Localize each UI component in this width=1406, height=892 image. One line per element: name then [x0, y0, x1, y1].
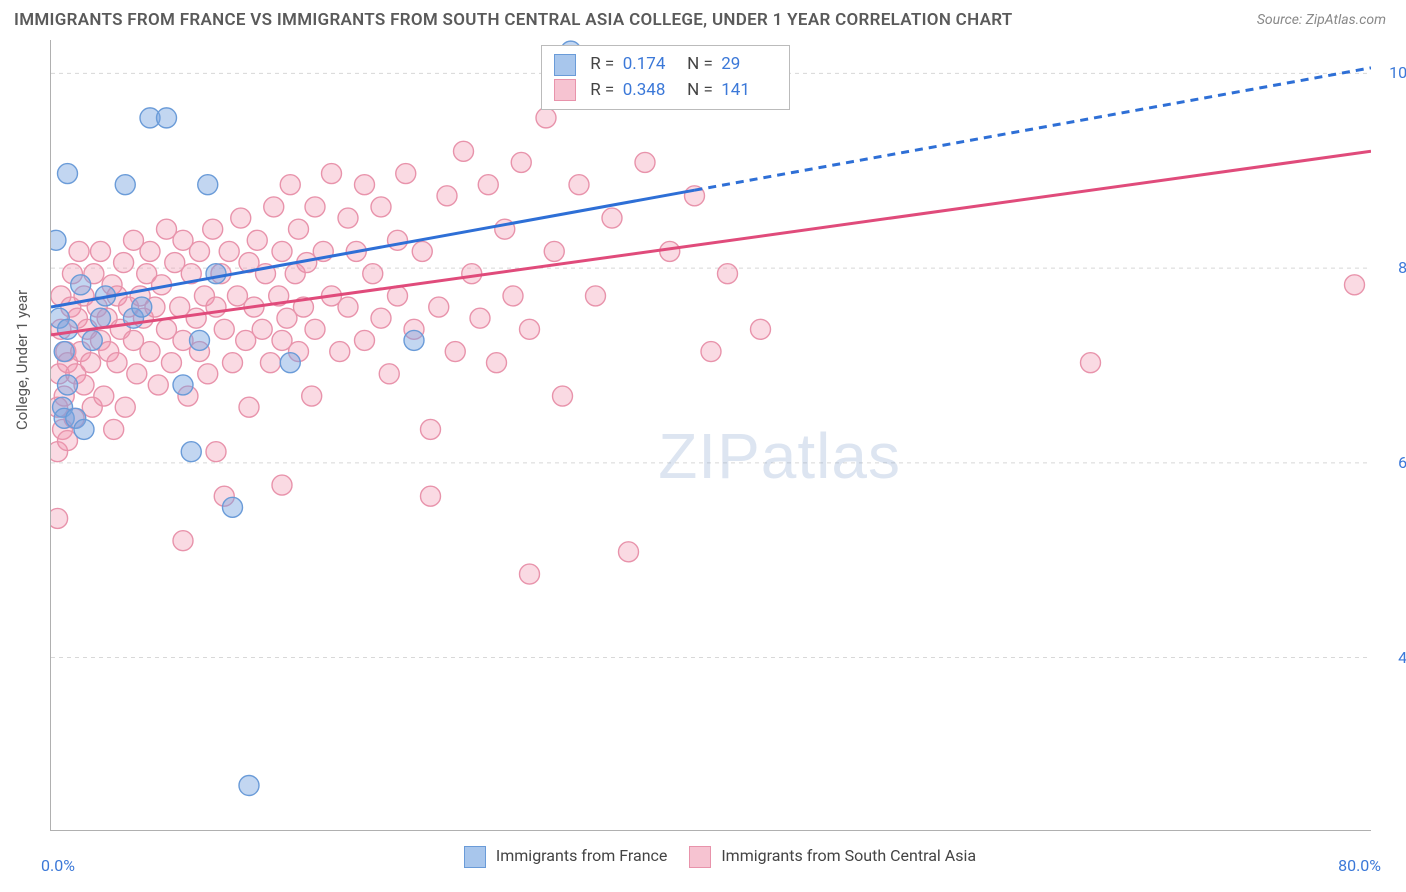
source-label: Source: ZipAtlas.com [1257, 12, 1386, 28]
legend-label-asia: Immigrants from South Central Asia [721, 846, 976, 865]
y-tick-label: 65.0% [1398, 453, 1406, 472]
plot-area: ZIPatlas R = 0.174 N = 29 R = 0.348 N = … [50, 40, 1371, 831]
n-france: 29 [721, 52, 777, 78]
y-axis-label: College, Under 1 year [13, 290, 31, 430]
stat-legend-box: R = 0.174 N = 29 R = 0.348 N = 141 [541, 45, 790, 110]
n-asia: 141 [721, 78, 777, 104]
legend-swatch-france-icon [464, 846, 486, 868]
y-tick-label: 82.5% [1398, 258, 1406, 277]
bottom-legend: Immigrants from France Immigrants from S… [51, 846, 1371, 868]
legend-label-france: Immigrants from France [496, 846, 668, 865]
x-tick-label: 0.0% [41, 856, 75, 875]
y-tick-label: 47.5% [1398, 648, 1406, 667]
chart-svg [51, 40, 1371, 830]
stat-row-france: R = 0.174 N = 29 [554, 52, 777, 78]
r-france: 0.174 [623, 52, 679, 78]
chart-container: IMMIGRANTS FROM FRANCE VS IMMIGRANTS FRO… [0, 0, 1406, 892]
swatch-asia-icon [554, 79, 576, 101]
stat-row-asia: R = 0.348 N = 141 [554, 78, 777, 104]
swatch-france-icon [554, 54, 576, 76]
legend-swatch-asia-icon [689, 846, 711, 868]
y-tick-label: 100.0% [1389, 63, 1406, 82]
x-tick-label: 80.0% [1338, 856, 1381, 875]
chart-title: IMMIGRANTS FROM FRANCE VS IMMIGRANTS FRO… [14, 10, 1013, 30]
r-asia: 0.348 [623, 78, 679, 104]
